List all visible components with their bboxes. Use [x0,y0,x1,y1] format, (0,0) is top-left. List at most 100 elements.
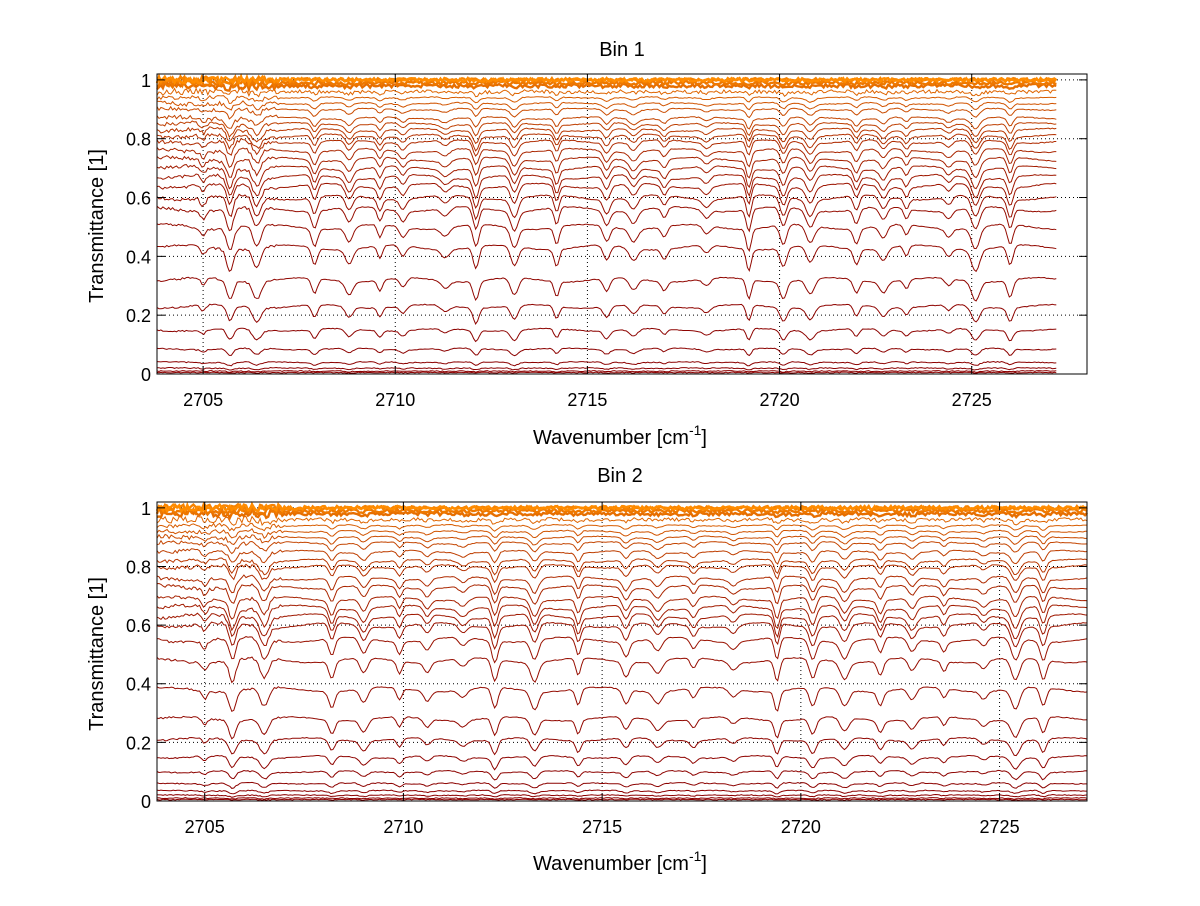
series-line [156,205,1057,233]
series-line [156,100,1057,111]
series-line [156,173,1057,200]
series-line [156,163,1057,190]
series-line [156,347,1057,357]
x-tick-label: 2705 [183,390,223,410]
series-group [155,501,1088,801]
series-line [156,798,1088,801]
series-line [156,522,1087,532]
series-line [156,133,1057,152]
series-line [156,303,1057,325]
series-line [156,789,1087,795]
series-line [156,781,1087,789]
series-line [156,87,1057,98]
y-tick-label: 0.2 [126,306,151,326]
series-line [156,155,1057,179]
y-axis-label: Transmittance [1] [86,577,108,731]
x-axis-label-end: ] [701,427,707,449]
series-line [156,105,1057,120]
series-line [156,574,1088,596]
x-tick-label: 2720 [760,390,800,410]
series-line [156,137,1057,157]
y-tick-label: 1 [141,71,151,91]
series-line [156,94,1057,105]
y-tick-label: 0.4 [126,675,151,695]
x-tick-label: 2705 [185,817,225,837]
y-tick-label: 1 [141,499,151,519]
series-line [156,120,1057,139]
axes-box [156,501,1088,802]
series-line [156,612,1088,640]
series-line [157,244,1057,273]
x-axis-label-end: ] [701,853,707,875]
x-tick-label: 2710 [375,390,415,410]
series-line [156,366,1057,371]
series-line [156,595,1088,620]
series-line [156,603,1088,632]
series-line [156,620,1088,650]
x-tick-label: 2725 [980,817,1020,837]
series-line [156,563,1088,584]
series-line [156,793,1088,798]
series-line [156,769,1088,781]
series-line [156,276,1057,302]
x-tick-label: 2710 [383,817,423,837]
series-line [156,715,1088,740]
x-axis-label-text: Wavenumber [cm [533,853,689,875]
x-tick-label: 2720 [781,817,821,837]
series-line [156,360,1057,367]
x-axis-label-text: Wavenumber [cm [533,427,689,449]
series-line [155,504,1088,517]
series-line [156,533,1088,546]
chart-title: Bin 1 [599,39,645,61]
y-tick-label: 0.2 [126,733,151,753]
series-line [155,501,1088,514]
x-axis-label-superscript: -1 [689,422,702,438]
series-line [155,73,1058,87]
y-tick-label: 0.4 [126,247,151,267]
y-tick-label: 0.6 [126,189,151,209]
y-tick-label: 0.8 [126,130,151,150]
y-tick-label: 0 [141,365,151,385]
series-line [156,686,1088,712]
series-line [156,548,1088,565]
series-line [156,528,1088,540]
series-line [156,371,1057,374]
series-line [156,370,1057,373]
chart-panel-bin-1: Bin 1 2705 2710 2715 2720 2725 0 0.2 0.4 0.6 0.8 1… [86,39,1088,449]
series-line [156,796,1088,800]
x-axis-label: Wavenumber [cm-1] [533,848,707,875]
series-line [156,193,1057,221]
series-line [156,126,1057,145]
series-line [156,182,1057,209]
x-tick-label: 2715 [582,817,622,837]
y-tick-label: 0.6 [126,616,151,636]
series-line [156,582,1088,605]
series-line [156,539,1088,555]
series-line [156,736,1088,757]
chart-panel-bin-2: Bin 2 2705 2710 2715 2720 2725 0 0.2 0.4 0.6 0.8 1… [86,465,1088,875]
series-line [156,557,1088,576]
series-line [156,79,1057,94]
y-tick-label: 0.8 [126,557,151,577]
series-line [156,114,1057,130]
y-axis-label: Transmittance [1] [86,149,108,303]
grid [157,502,1087,801]
x-tick-label: 2725 [952,390,992,410]
ticks: 2705 2710 2715 2720 2725 0 0.2 0.4 0.6 0.8 1 [126,499,1087,837]
series-line [156,222,1057,252]
x-axis-label: Wavenumber [cm-1] [533,422,707,449]
x-tick-label: 2715 [567,390,607,410]
series-line [156,636,1088,664]
series-line [156,327,1057,343]
x-axis-label-superscript: -1 [689,848,702,864]
series-line [156,515,1088,527]
series-line [157,754,1088,771]
y-tick-label: 0 [141,792,151,812]
chart-title: Bin 2 [597,465,643,487]
series-group [155,72,1058,374]
series-line [156,146,1057,169]
axes-box [156,73,1088,375]
series-line [156,656,1088,684]
